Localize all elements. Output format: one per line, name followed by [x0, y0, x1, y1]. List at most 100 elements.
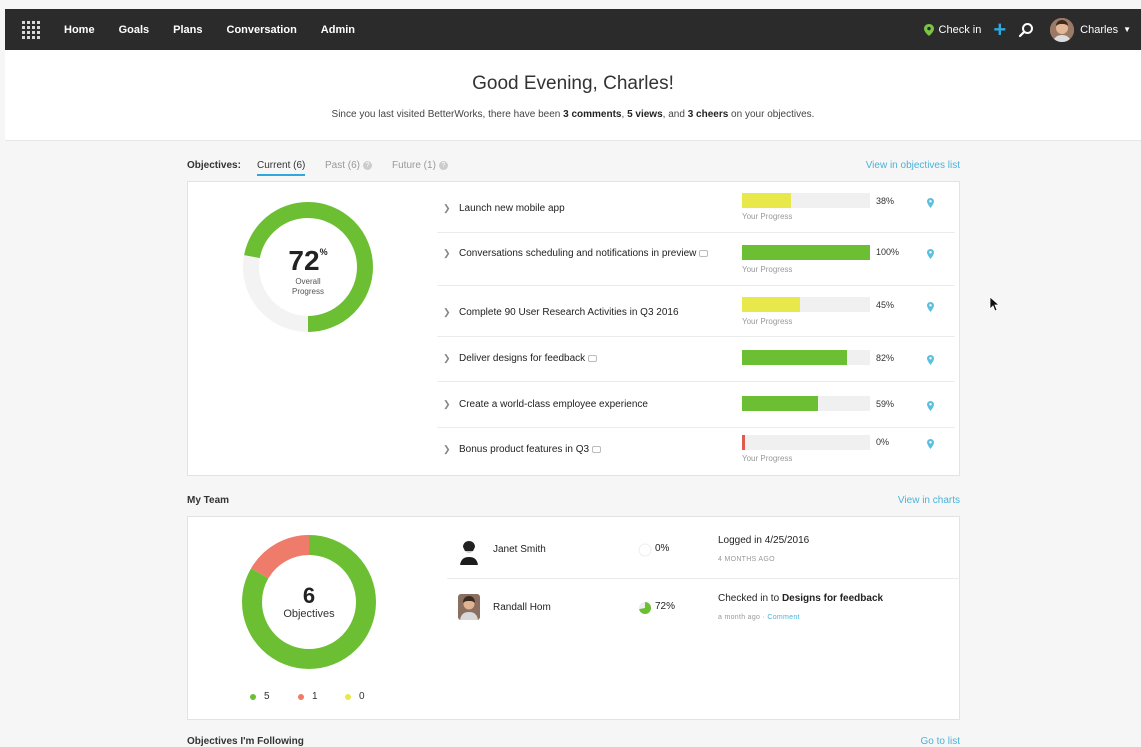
member-name[interactable]: Janet Smith [493, 544, 546, 555]
member-activity-time: 4 MONTHS AGO [718, 556, 775, 563]
member-progress: 72% [655, 601, 676, 612]
your-progress-label: Your Progress [742, 317, 793, 326]
objective-row[interactable]: ❯ Conversations scheduling and notificati… [437, 233, 955, 286]
objective-row[interactable]: ❯ Launch new mobile app 38% Your Progress [437, 182, 955, 233]
progress-bar-fill [742, 435, 745, 450]
chevron-right-icon[interactable]: ❯ [443, 353, 451, 363]
tab-past[interactable]: Past (6)? [325, 160, 373, 171]
overall-value: 72 [288, 245, 320, 276]
map-pin-icon [923, 23, 934, 36]
user-avatar[interactable] [1050, 17, 1075, 42]
chevron-right-icon[interactable]: ❯ [443, 248, 451, 258]
tab-current[interactable]: Current (6) [257, 160, 306, 176]
legend-dot [298, 693, 304, 700]
chevron-down-icon[interactable]: ▼ [1123, 25, 1131, 34]
legend-count: 1 [312, 691, 318, 702]
nav-plans[interactable]: Plans [173, 23, 203, 36]
view-in-charts-link[interactable]: View in charts [897, 495, 960, 506]
overall-progress-label: Overall Progress [238, 277, 378, 297]
objective-title-text: Conversations scheduling and notificatio… [459, 248, 697, 259]
activity-text: Checked in to [718, 593, 782, 604]
objective-title[interactable]: Bonus product features in Q3 [459, 443, 729, 456]
help-icon[interactable]: ? [363, 160, 373, 170]
chevron-right-icon[interactable]: ❯ [443, 307, 451, 317]
map-pin-icon[interactable] [927, 439, 934, 449]
user-avatar-icon [1050, 17, 1075, 42]
go-to-list-link[interactable]: Go to list [920, 736, 960, 747]
objective-row[interactable]: ❯ Deliver designs for feedback 82% [437, 337, 955, 382]
objective-row[interactable]: ❯ Complete 90 User Research Activities in… [437, 286, 955, 337]
team-header: My Team View in charts [187, 494, 960, 512]
summary-prefix: Since you last visited BetterWorks, ther… [331, 109, 564, 120]
legend-at-risk: 0 [345, 691, 365, 702]
objective-title-text: Launch new mobile app [459, 203, 565, 214]
overall-unit: % [319, 247, 328, 257]
overall-progress-value: 72% [238, 245, 378, 277]
person-icon [458, 539, 480, 565]
tab-past-label: Past (6) [325, 160, 361, 171]
nav-conversation[interactable]: Conversation [226, 23, 297, 36]
app-grid-icon[interactable] [20, 19, 42, 41]
nav-admin[interactable]: Admin [320, 23, 356, 36]
tab-future[interactable]: Future (1)? [392, 160, 448, 171]
following-header: Objectives I'm Following Go to list [187, 736, 960, 747]
objective-progress-pct: 38% [876, 196, 895, 206]
tab-future-label: Future (1) [392, 160, 436, 171]
objective-title-text: Complete 90 User Research Activities in … [459, 307, 679, 318]
team-card: 6 Objectives 5 1 0 Janet Smith 0% Logged… [187, 516, 960, 720]
chevron-right-icon[interactable]: ❯ [443, 399, 451, 409]
objectives-label: Objectives: [187, 160, 241, 171]
map-pin-icon[interactable] [927, 302, 934, 312]
check-in-button[interactable]: Check in [923, 23, 981, 36]
progress-bar-fill [742, 350, 847, 365]
help-icon[interactable]: ? [438, 160, 448, 170]
avatar[interactable] [458, 594, 480, 620]
legend-count: 0 [359, 691, 365, 702]
avatar[interactable] [458, 539, 480, 565]
objective-row[interactable]: ❯ Create a world-class employee experienc… [437, 382, 955, 428]
map-pin-icon[interactable] [927, 401, 934, 411]
progress-bar [742, 245, 870, 260]
member-progress-pie-fill [639, 602, 652, 614]
activity-time-text: a month ago · [718, 614, 768, 621]
progress-bar [742, 297, 870, 312]
objective-title[interactable]: Deliver designs for feedback [459, 352, 729, 365]
objective-title[interactable]: Launch new mobile app [459, 202, 729, 215]
member-progress-pie [639, 602, 652, 614]
add-icon[interactable]: + [993, 16, 1007, 42]
nav-goals[interactable]: Goals [118, 23, 150, 36]
overall-progress-donut: 72% Overall Progress [238, 197, 378, 337]
objective-title[interactable]: Conversations scheduling and notificatio… [459, 247, 729, 260]
team-member-row[interactable]: Randall Hom 72% Checked in to Designs fo… [447, 579, 960, 637]
summary-suffix: on your objectives. [728, 109, 815, 120]
member-name[interactable]: Randall Hom [493, 602, 551, 613]
donut-segment [242, 535, 376, 669]
activity-objective-link[interactable]: Designs for feedback [781, 593, 884, 604]
team-member-row[interactable]: Janet Smith 0% Logged in 4/25/2016 4 MON… [447, 521, 960, 579]
member-activity: Checked in to Designs for feedback [718, 593, 883, 604]
member-progress: 0% [655, 543, 670, 554]
view-objectives-list-link[interactable]: View in objectives list [865, 160, 960, 171]
chevron-right-icon[interactable]: ❯ [443, 203, 451, 213]
nav-home[interactable]: Home [64, 23, 95, 36]
objective-row[interactable]: ❯ Bonus product features in Q3 0% Your Prog… [437, 428, 955, 476]
search-icon[interactable] [1018, 22, 1034, 38]
objective-title[interactable]: Complete 90 User Research Activities in … [459, 306, 729, 319]
mouse-cursor-icon [989, 296, 999, 312]
map-pin-icon[interactable] [927, 249, 934, 259]
chevron-right-icon[interactable]: ❯ [443, 444, 451, 454]
your-progress-label: Your Progress [742, 265, 793, 274]
summary-cheers: 3 cheers [687, 109, 729, 120]
team-label: My Team [187, 495, 230, 506]
objective-title[interactable]: Create a world-class employee experience [459, 398, 729, 411]
objectives-header: Objectives: Current (6) Past (6)? Future… [187, 159, 960, 179]
summary-comments: 3 comments [563, 109, 622, 120]
legend-dot [345, 693, 351, 700]
user-name[interactable]: Charles [1080, 23, 1119, 36]
progress-bar [742, 193, 870, 208]
member-progress-pie [638, 543, 652, 557]
map-pin-icon[interactable] [927, 198, 934, 208]
objectives-card: 72% Overall Progress ❯ Launch new mobile a… [187, 181, 960, 476]
comment-link[interactable]: Comment [767, 614, 800, 621]
map-pin-icon[interactable] [927, 355, 934, 365]
